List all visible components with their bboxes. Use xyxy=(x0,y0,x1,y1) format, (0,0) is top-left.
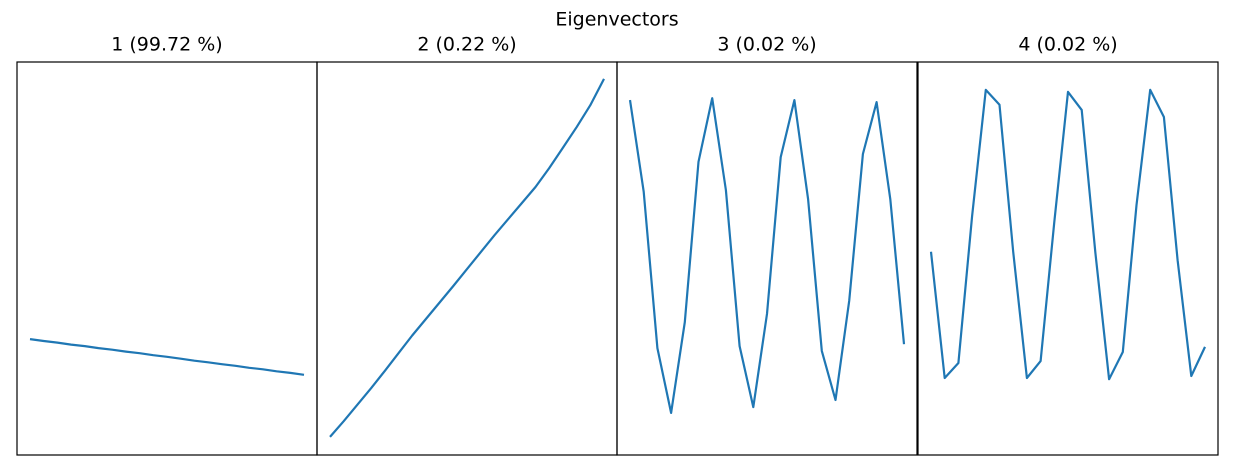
subplot-frame xyxy=(316,61,618,456)
subplot-frame xyxy=(917,61,1219,456)
subplot-title: 2 (0.22 %) xyxy=(417,34,516,56)
subplot-frame xyxy=(616,61,918,456)
data-line xyxy=(628,97,906,414)
data-line xyxy=(929,88,1206,381)
subplot-title: 1 (99.72 %) xyxy=(111,34,222,56)
subplot-title: 3 (0.02 %) xyxy=(717,34,816,56)
data-line xyxy=(29,338,305,376)
subplot-frame xyxy=(16,61,318,456)
figure-title: Eigenvectors xyxy=(555,9,678,31)
subplot-title: 4 (0.02 %) xyxy=(1018,34,1117,56)
data-line xyxy=(329,78,605,438)
